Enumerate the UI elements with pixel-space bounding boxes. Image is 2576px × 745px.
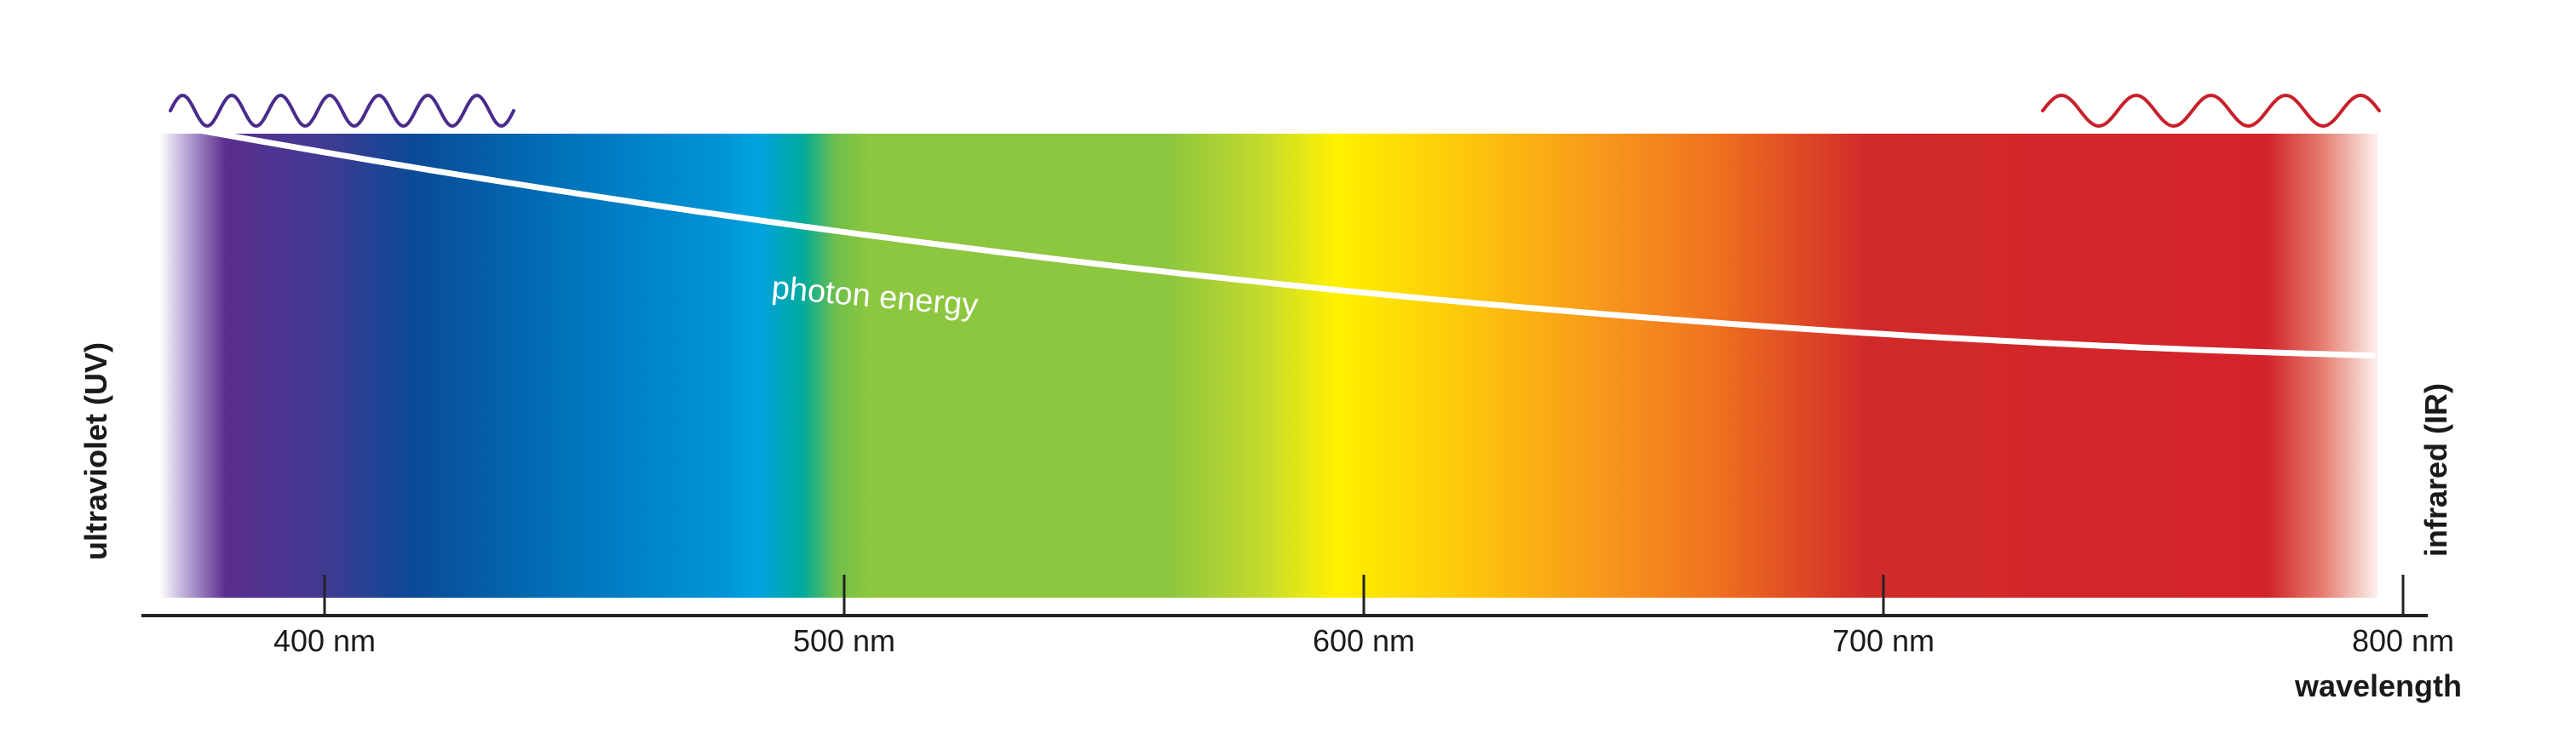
spectrum-band <box>159 134 2378 598</box>
infrared-label: infrared (IR) <box>2418 383 2453 557</box>
uv-wave-icon <box>169 93 515 129</box>
ultraviolet-label: ultraviolet (UV) <box>78 342 113 560</box>
tick-label-700: 700 nm <box>1832 623 1935 658</box>
tick-label-500: 500 nm <box>793 623 895 658</box>
tick-label-800: 800 nm <box>2352 623 2454 658</box>
tick-label-600: 600 nm <box>1313 623 1415 658</box>
tick-label-400: 400 nm <box>273 623 376 658</box>
axis-ticks: 400 nm 500 nm 600 nm 700 nm 800 nm <box>273 575 2454 658</box>
photon-energy-curve <box>158 120 2376 359</box>
axis-title: wavelength <box>2294 668 2462 703</box>
ir-wave-icon <box>2041 93 2381 129</box>
